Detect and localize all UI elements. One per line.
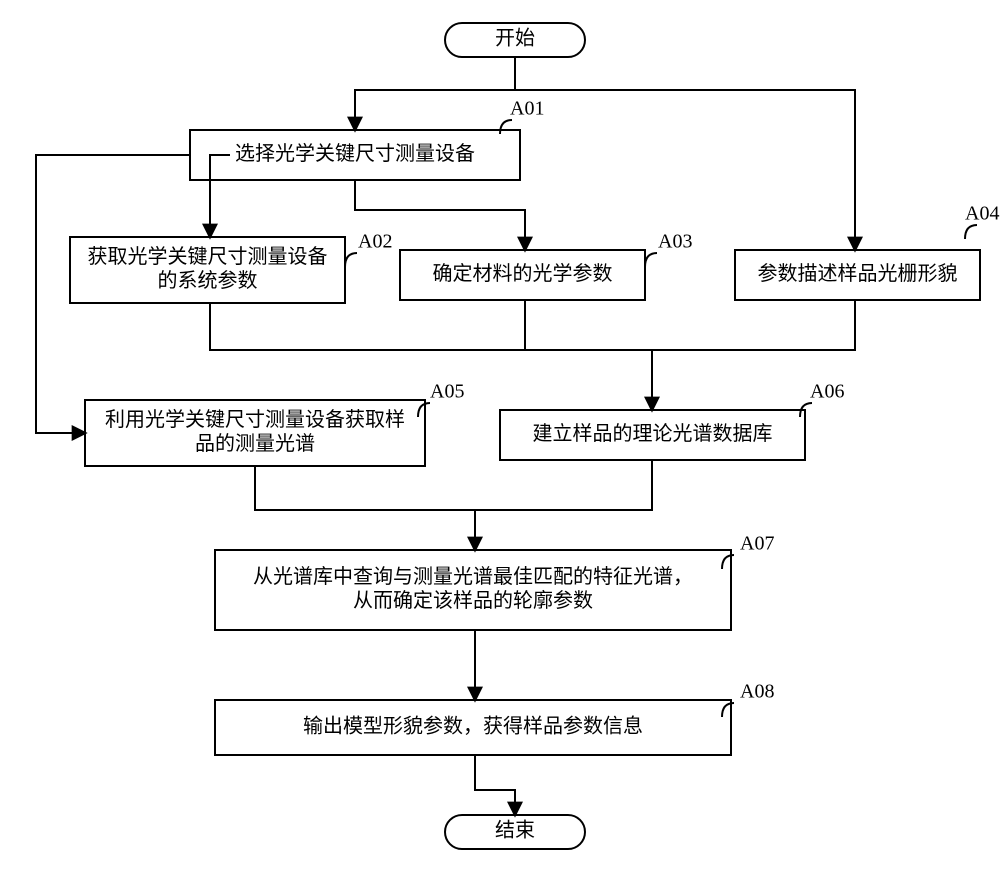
terminator-label-end: 结束 [495, 819, 535, 842]
tag-hook-A03 [645, 253, 657, 267]
edge-5 [525, 300, 652, 350]
tag-hook-A04 [965, 225, 977, 239]
terminator-label-start: 开始 [495, 27, 535, 50]
tag-A01: A01 [510, 98, 544, 120]
tag-A08: A08 [740, 681, 774, 703]
node-label-A06: 建立样品的理论光谱数据库 [533, 422, 773, 445]
flowchart-canvas: 开始结束选择光学关键尺寸测量设备A01获取光学关键尺寸测量设备的系统参数A02确… [0, 0, 1000, 869]
tag-A05: A05 [430, 381, 464, 403]
tag-A03: A03 [658, 231, 692, 253]
tag-A02: A02 [358, 231, 392, 253]
edge-6 [652, 300, 855, 350]
edge-1 [515, 57, 855, 250]
edge-0 [355, 57, 515, 130]
node-label-A03: 确定材料的光学参数 [433, 262, 613, 285]
node-label-A01: 选择光学关键尺寸测量设备 [235, 142, 475, 165]
tag-A04: A04 [965, 203, 999, 225]
node-label-A04: 参数描述样品光栅形貌 [758, 262, 958, 285]
node-label-A08: 输出模型形貌参数，获得样品参数信息 [303, 714, 643, 737]
edge-9 [475, 460, 652, 510]
tag-A06: A06 [810, 381, 844, 403]
edge-11 [475, 755, 515, 815]
tag-A07: A07 [740, 533, 774, 555]
edge-8 [255, 466, 475, 550]
tag-hook-A02 [345, 253, 357, 267]
